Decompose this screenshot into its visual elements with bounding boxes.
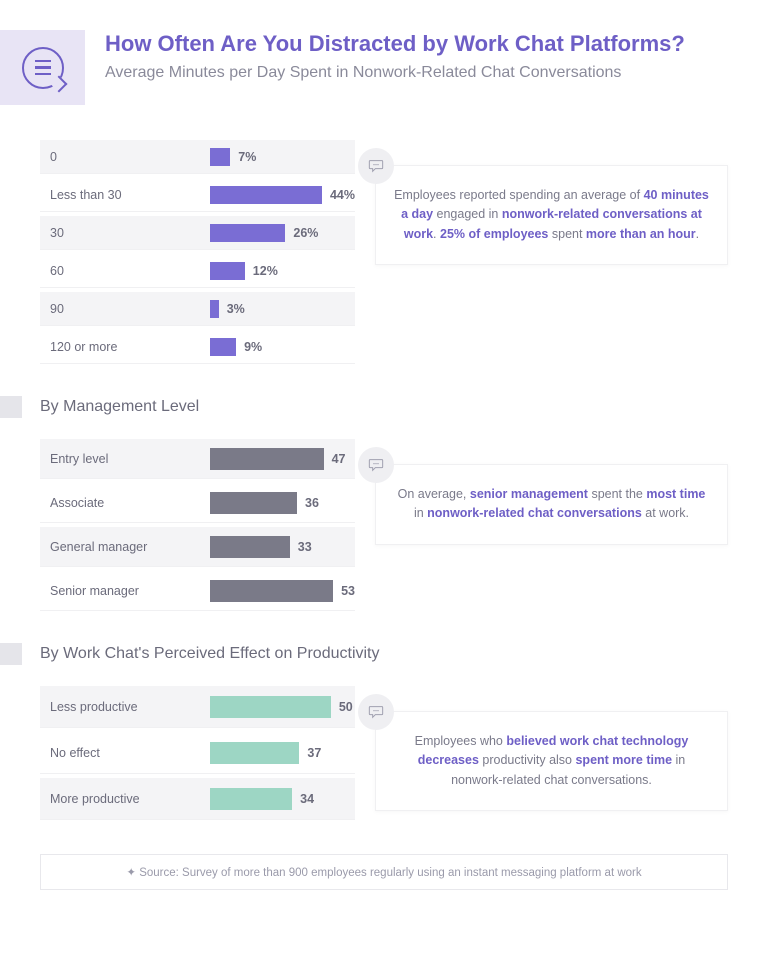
bar-value: 3%	[227, 302, 245, 316]
speech-bubble-icon	[358, 447, 394, 483]
bar-value: 50	[339, 700, 353, 714]
chat-icon-box	[0, 30, 85, 105]
row-label: 0	[40, 150, 210, 164]
bar	[210, 788, 292, 810]
row-label: Entry level	[40, 452, 210, 466]
chart-row: Senior manager 53	[40, 571, 355, 611]
bar-value: 7%	[238, 150, 256, 164]
page-title: How Often Are You Distracted by Work Cha…	[105, 30, 728, 58]
productivity-chart: Less productive 50 No effect 37 More product…	[40, 686, 355, 824]
management-chart: Entry level 47 Associate 36 General manager 3…	[40, 439, 355, 615]
bar	[210, 186, 322, 204]
title-block: How Often Are You Distracted by Work Cha…	[105, 30, 728, 82]
bar	[210, 448, 324, 470]
bar-value: 36	[305, 496, 319, 510]
bar-value: 9%	[244, 340, 262, 354]
section-title-productivity: By Work Chat's Perceived Effect on Produ…	[40, 645, 380, 663]
chart-row: 120 or more 9%	[40, 330, 355, 364]
callout-text: On average, senior management spent the …	[398, 487, 706, 520]
row-label: Less than 30	[40, 188, 210, 202]
bar-value: 47	[332, 452, 346, 466]
bar	[210, 536, 290, 558]
row-label: No effect	[40, 746, 210, 760]
row-label: 90	[40, 302, 210, 316]
bar	[210, 742, 299, 764]
speech-bubble-icon	[358, 694, 394, 730]
row-label: More productive	[40, 792, 210, 806]
chart-row: Less productive 50	[40, 686, 355, 728]
section-management: By Management Level Entry level 47 Associa…	[0, 393, 768, 615]
bar	[210, 696, 331, 718]
bar	[210, 262, 245, 280]
chart-row: Less than 30 44%	[40, 178, 355, 212]
bar-value: 53	[341, 584, 355, 598]
row-label: Associate	[40, 496, 210, 510]
source-footer: ✦ Source: Survey of more than 900 employ…	[40, 854, 728, 890]
chart-row: 60 12%	[40, 254, 355, 288]
chart-row: More productive 34	[40, 778, 355, 820]
row-label: 30	[40, 226, 210, 240]
chart-row: 30 26%	[40, 216, 355, 250]
bar-value: 34	[300, 792, 314, 806]
callout-text: Employees who believed work chat technol…	[415, 734, 689, 787]
section-distraction: 0 7% Less than 30 44% 30 26% 60 12% 90 3% 120 or m…	[0, 140, 768, 368]
callout-text: Employees reported spending an average o…	[394, 188, 709, 241]
chart-row: Entry level 47	[40, 439, 355, 479]
row-label: General manager	[40, 540, 210, 554]
section-productivity: By Work Chat's Perceived Effect on Produ…	[0, 640, 768, 824]
bar	[210, 300, 219, 318]
chat-icon	[22, 47, 64, 89]
page-subtitle: Average Minutes per Day Spent in Nonwork…	[105, 64, 728, 82]
bar	[210, 338, 236, 356]
callout-3: Employees who believed work chat technol…	[375, 711, 728, 811]
bar-value: 12%	[253, 264, 278, 278]
distraction-chart: 0 7% Less than 30 44% 30 26% 60 12% 90 3% 120 or m…	[40, 140, 355, 368]
bar	[210, 492, 297, 514]
bar	[210, 148, 230, 166]
header: How Often Are You Distracted by Work Cha…	[0, 0, 768, 120]
chart-row: General manager 33	[40, 527, 355, 567]
section-title-management: By Management Level	[40, 398, 199, 416]
bar	[210, 580, 333, 602]
chart-row: Associate 36	[40, 483, 355, 523]
chart-row: 0 7%	[40, 140, 355, 174]
row-label: Less productive	[40, 700, 210, 714]
bar-value: 37	[307, 746, 321, 760]
bar-value: 33	[298, 540, 312, 554]
bar-value: 26%	[293, 226, 318, 240]
bar	[210, 224, 285, 242]
chart-row: 90 3%	[40, 292, 355, 326]
bar-value: 44%	[330, 188, 355, 202]
callout-1: Employees reported spending an average o…	[375, 165, 728, 265]
chart-row: No effect 37	[40, 732, 355, 774]
row-label: Senior manager	[40, 584, 210, 598]
speech-bubble-icon	[358, 148, 394, 184]
row-label: 60	[40, 264, 210, 278]
row-label: 120 or more	[40, 340, 210, 354]
callout-2: On average, senior management spent the …	[375, 464, 728, 545]
